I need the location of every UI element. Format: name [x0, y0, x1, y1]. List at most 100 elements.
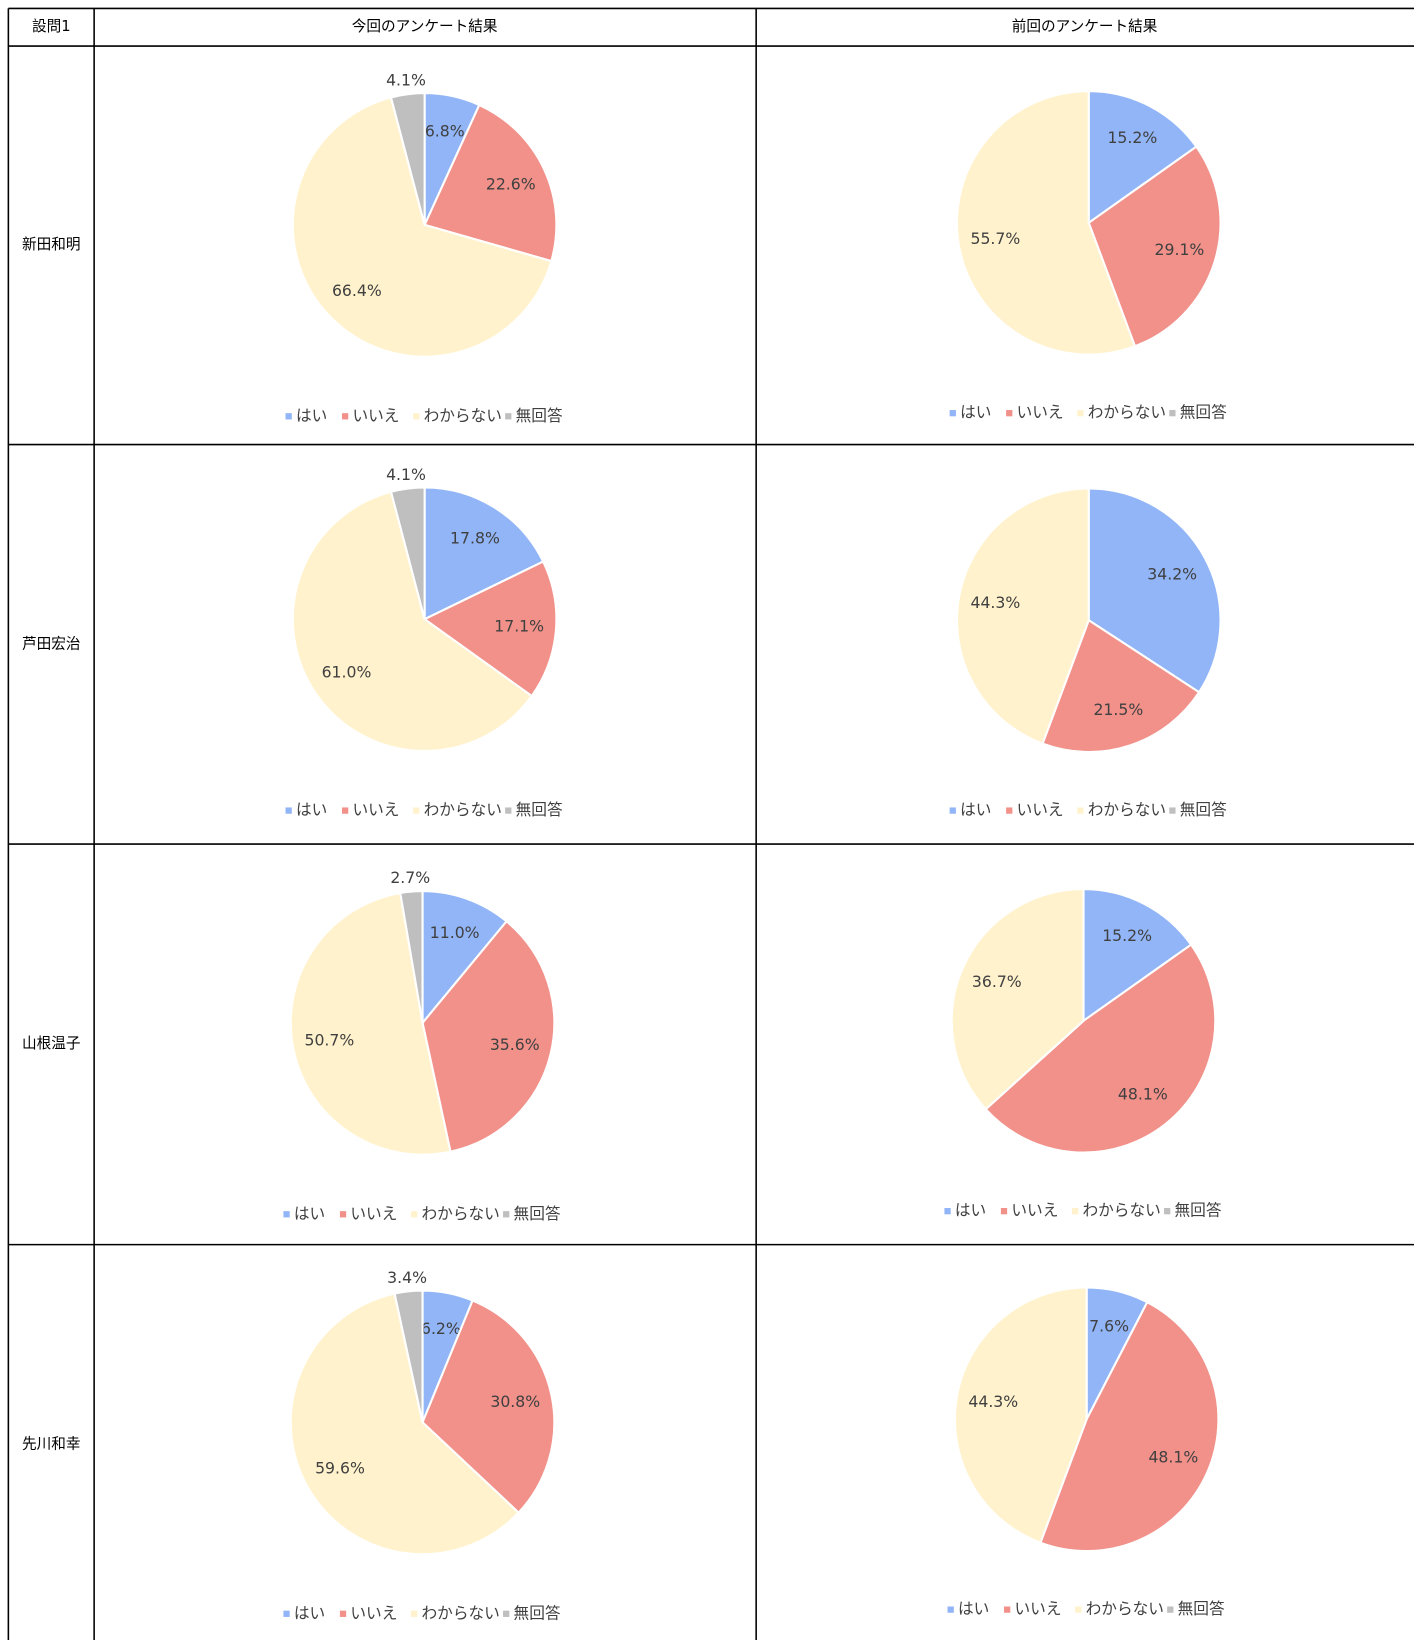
legend-marker	[944, 1208, 951, 1215]
legend-marker	[949, 807, 956, 814]
data-label: 30.8%	[490, 1392, 540, 1411]
legend-marker	[1004, 1606, 1011, 1613]
legend-marker	[503, 1610, 510, 1617]
header-cell: 設問1	[32, 18, 71, 35]
legend-marker	[339, 1211, 347, 1218]
legend-marker	[283, 1610, 290, 1617]
legend-label: いいえ	[1014, 1599, 1061, 1618]
pie-slice	[421, 1299, 556, 1515]
row-name: 新田和明	[22, 236, 81, 253]
row-name: 先川和幸	[22, 1435, 81, 1452]
data-label: 36.7%	[972, 972, 1022, 991]
pie-slice	[393, 1289, 424, 1423]
data-label: 61.0%	[322, 663, 372, 682]
pie-slice	[389, 486, 426, 620]
legend-label: わからない	[1088, 403, 1166, 422]
data-label: 48.1%	[1118, 1084, 1168, 1103]
legend-marker	[341, 807, 349, 814]
pie-slice	[953, 1286, 1088, 1545]
data-label: 6.8%	[425, 122, 465, 141]
pie-slice	[1041, 618, 1201, 754]
legend-marker	[413, 807, 420, 814]
data-label: 4.1%	[386, 465, 426, 484]
data-label: 66.4%	[332, 281, 382, 300]
legend-marker	[285, 807, 292, 814]
legend-marker	[413, 413, 420, 420]
data-label: 15.2%	[1107, 128, 1157, 147]
pie-slice	[389, 92, 426, 226]
pie-slice	[950, 887, 1085, 1111]
legend-marker	[1167, 1606, 1174, 1613]
legend-label: はい	[955, 1201, 986, 1220]
legend-marker	[1072, 1208, 1079, 1215]
legend-marker	[505, 413, 512, 420]
legend-label: 無回答	[516, 800, 563, 819]
legend-label: はい	[294, 1204, 325, 1223]
pie-slice	[289, 1292, 521, 1556]
data-label: 55.7%	[970, 229, 1020, 248]
legend-marker	[947, 1606, 954, 1613]
legend-marker	[411, 1211, 418, 1218]
legend-label: わからない	[421, 1204, 499, 1223]
pie-slice	[421, 890, 508, 1026]
data-label: 48.1%	[1148, 1447, 1198, 1466]
legend-label: いいえ	[352, 406, 399, 425]
data-label: 4.1%	[386, 71, 426, 90]
pie-slice	[1087, 145, 1222, 348]
legend-label: いいえ	[1017, 403, 1064, 422]
legend-label: わからない	[1082, 1201, 1160, 1220]
legend-label: わからない	[1086, 1599, 1164, 1618]
legend-label: わからない	[1088, 800, 1166, 819]
pie-slice	[422, 560, 558, 698]
data-label: 29.1%	[1155, 240, 1205, 259]
pie-slice	[423, 486, 545, 621]
header-cell: 前回のアンケート結果	[1012, 18, 1158, 35]
legend-label: わからない	[424, 800, 502, 819]
legend-label: わからない	[424, 406, 502, 425]
legend-label: いいえ	[352, 800, 399, 819]
legend-label: 無回答	[516, 406, 563, 425]
pie-slice	[421, 919, 556, 1153]
legend-marker	[503, 1211, 510, 1218]
data-label: 35.6%	[490, 1035, 540, 1054]
legend-label: はい	[296, 406, 327, 425]
pie-slice	[955, 89, 1137, 356]
legend-label: はい	[960, 800, 991, 819]
table-grid	[7, 7, 1414, 1640]
data-label: 34.2%	[1147, 565, 1197, 584]
legend-marker	[285, 413, 292, 420]
legend-label: はい	[958, 1599, 989, 1618]
data-label: 59.6%	[315, 1459, 365, 1478]
legend-label: 無回答	[1180, 403, 1227, 422]
header-cell: 今回のアンケート結果	[352, 18, 498, 35]
data-label: 17.8%	[450, 528, 500, 547]
data-label: 22.6%	[486, 175, 536, 194]
data-label: 17.1%	[494, 617, 544, 636]
row-name: 芦田宏治	[22, 635, 81, 652]
row-name: 山根温子	[22, 1035, 81, 1052]
legend-label: はい	[960, 403, 991, 422]
data-label: 6.2%	[421, 1319, 461, 1338]
legend-marker	[411, 1610, 418, 1617]
legend-label: いいえ	[350, 1603, 397, 1622]
legend-label: いいえ	[1017, 800, 1064, 819]
legend-label: はい	[294, 1603, 325, 1622]
pie-slice	[955, 487, 1090, 746]
legend-label: いいえ	[350, 1204, 397, 1223]
legend-marker	[1075, 1606, 1082, 1613]
pie-slice	[291, 490, 534, 753]
legend-marker	[949, 410, 956, 417]
pie-slice	[984, 943, 1217, 1154]
legend-marker	[1006, 807, 1013, 814]
pie-slice	[291, 96, 553, 358]
legend-label: わからない	[421, 1603, 499, 1622]
legend-marker	[283, 1211, 290, 1218]
legend-marker	[1164, 1208, 1171, 1215]
data-label: 15.2%	[1102, 926, 1152, 945]
legend-marker	[1169, 807, 1176, 814]
pie-slice	[1082, 887, 1193, 1023]
data-label: 7.6%	[1089, 1317, 1129, 1336]
legend-label: 無回答	[1174, 1201, 1221, 1220]
legend-label: いいえ	[1011, 1201, 1058, 1220]
